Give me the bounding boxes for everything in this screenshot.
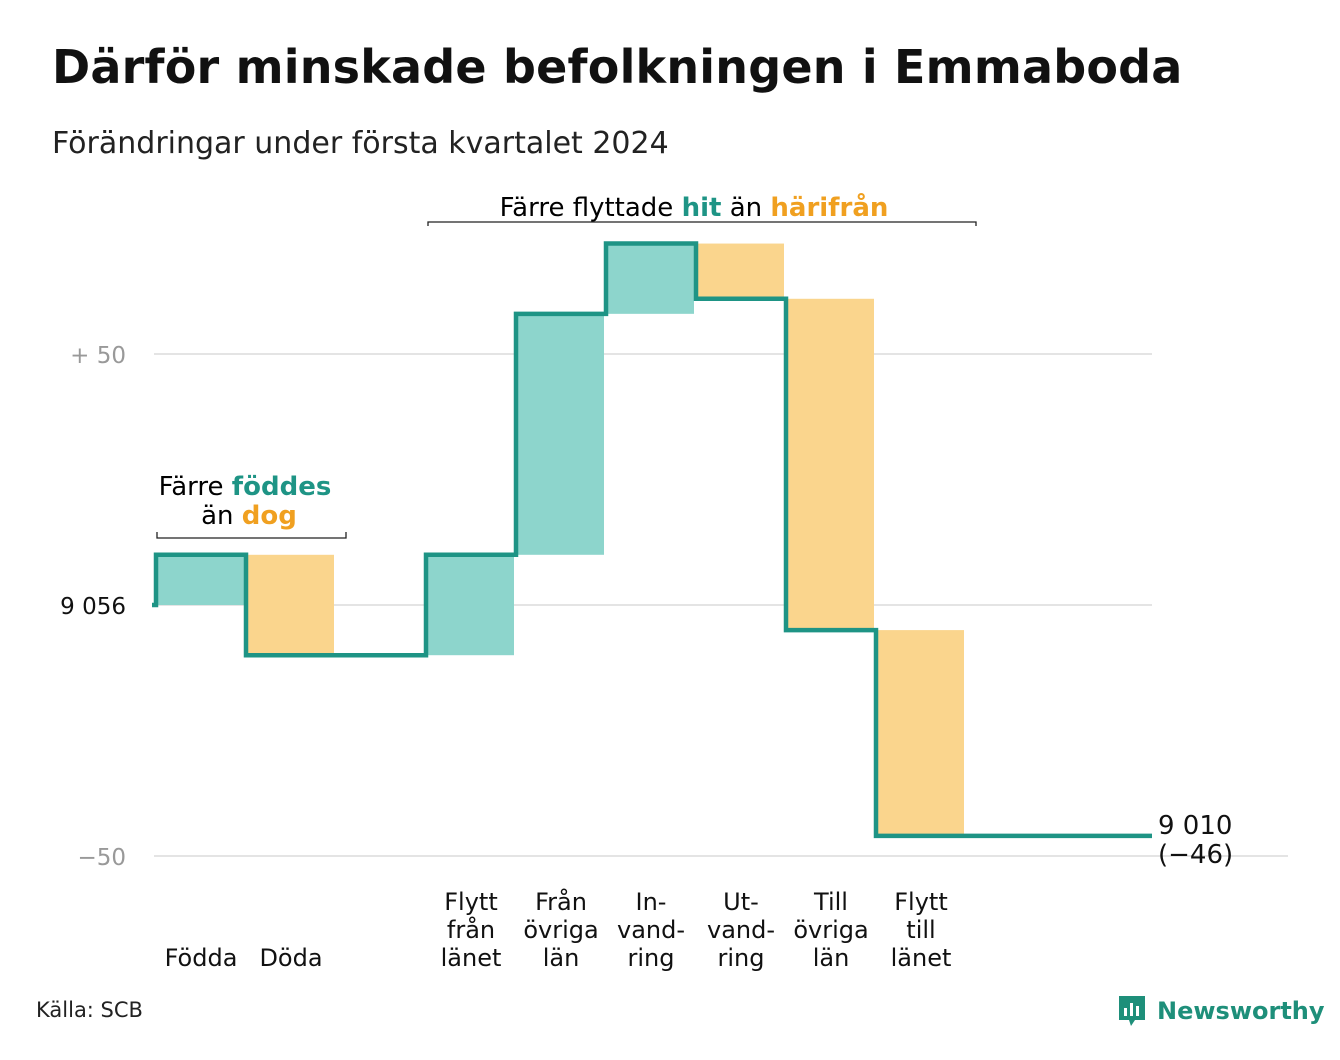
category-label: Flytt	[444, 888, 498, 916]
end-value-label: 9 010	[1158, 811, 1232, 841]
births-annotation-line2: än dog	[201, 501, 297, 531]
chart-title: Därför minskade befolkningen i Emmaboda	[52, 40, 1183, 94]
moves-annotation: Färre flyttade hit än härifrån	[500, 191, 889, 223]
category-label: Döda	[259, 944, 322, 972]
category-label: övriga	[793, 916, 868, 944]
category-label: Från	[535, 887, 587, 916]
waterfall-bar	[788, 298, 874, 631]
births-annotation-line1: Färre föddes	[159, 472, 332, 502]
category-label: Flytt	[894, 888, 948, 916]
y-tick-label: + 50	[70, 343, 126, 369]
category-label: till	[906, 916, 935, 944]
end-change-label: (−46)	[1158, 840, 1233, 870]
category-label: övriga	[523, 916, 598, 944]
waterfall-bar	[158, 554, 244, 605]
category-label: län	[813, 944, 850, 972]
births-bracket	[156, 532, 347, 539]
category-label: vand-	[617, 916, 685, 944]
y-tick-label: 9 056	[60, 594, 126, 620]
category-label: länet	[441, 944, 502, 972]
newsworthy-logo-text: Newsworthy	[1157, 997, 1325, 1025]
category-label: länet	[891, 944, 952, 972]
moves-bracket	[427, 221, 977, 226]
waterfall-bar	[608, 243, 694, 314]
category-label: Ut-	[723, 888, 759, 916]
category-label: In-	[636, 888, 667, 916]
chart-subtitle: Förändringar under första kvartalet 2024	[52, 126, 669, 161]
newsworthy-logo: Newsworthy	[1117, 994, 1325, 1028]
category-label: ring	[628, 944, 675, 972]
source-note: Källa: SCB	[36, 998, 143, 1022]
category-label: från	[447, 915, 495, 944]
waterfall-bar	[698, 243, 784, 299]
y-tick-label: −50	[77, 845, 126, 871]
waterfall-bar	[518, 313, 604, 555]
waterfall-bar	[428, 554, 514, 656]
category-label: Födda	[165, 944, 238, 972]
waterfall-bar	[878, 630, 964, 836]
category-label: vand-	[707, 916, 775, 944]
category-label: Till	[813, 888, 848, 916]
waterfall-bar	[248, 554, 334, 656]
cumulative-line	[152, 241, 1152, 839]
category-label: län	[543, 944, 580, 972]
newsworthy-logo-icon	[1119, 996, 1145, 1026]
category-label: ring	[718, 944, 765, 972]
